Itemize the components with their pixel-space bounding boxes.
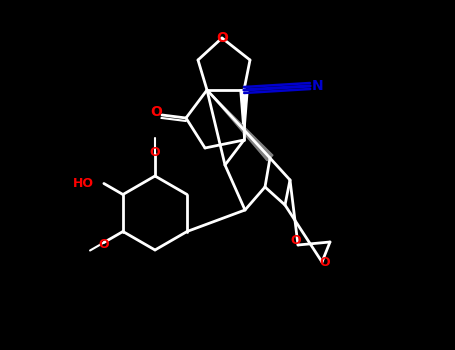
Text: O: O — [150, 105, 162, 119]
Text: O: O — [99, 238, 109, 251]
Polygon shape — [240, 90, 248, 140]
Text: O: O — [320, 256, 330, 268]
Text: HO: HO — [73, 177, 94, 190]
Text: N: N — [312, 79, 324, 93]
Text: O: O — [291, 233, 301, 246]
Text: O: O — [150, 146, 160, 159]
Polygon shape — [207, 90, 273, 161]
Text: O: O — [216, 31, 228, 45]
